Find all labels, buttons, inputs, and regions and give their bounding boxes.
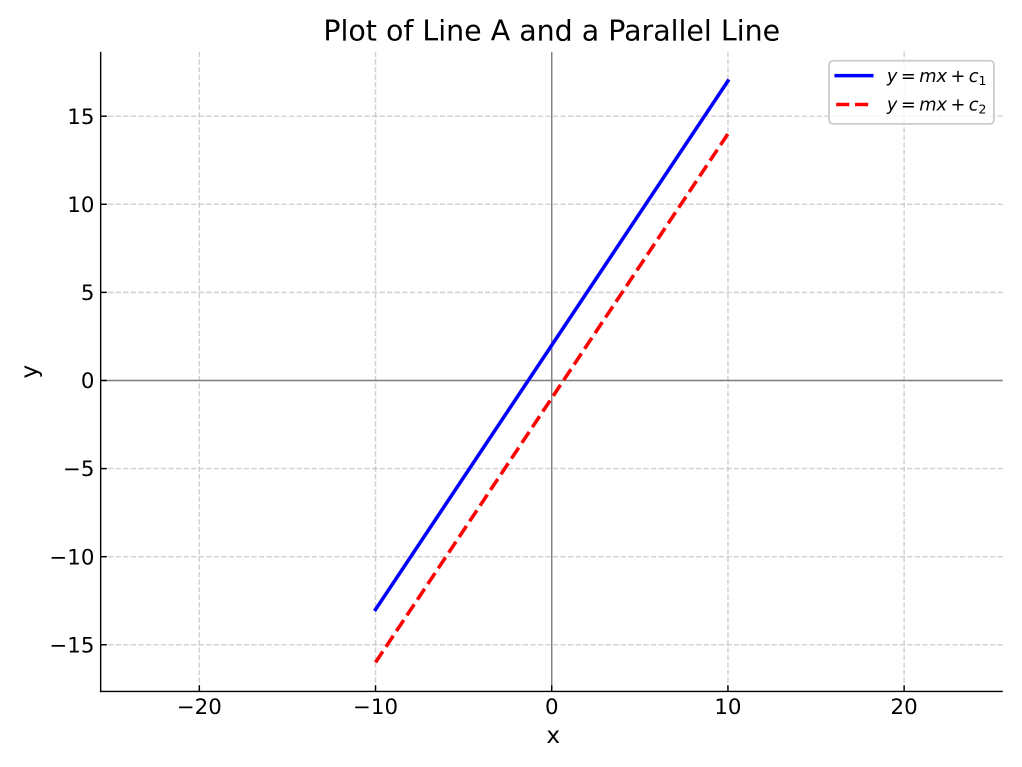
ytick-label-5: 5: [81, 281, 95, 306]
legend-glyph: x: [935, 96, 947, 116]
xtick-label-0: 0: [545, 695, 559, 720]
line-series-a: [373, 78, 731, 613]
ticks: [100, 115, 905, 692]
ytick-label--10: −10: [49, 545, 94, 570]
chart-title: Plot of Line A and a Parallel Line: [323, 15, 780, 48]
legend-glyph: +: [950, 96, 965, 116]
legend-glyph: =: [901, 96, 916, 116]
ytick-label-10: 10: [67, 193, 94, 218]
ytick-label-15: 15: [67, 105, 94, 130]
xtick-label--10: −10: [353, 695, 398, 720]
legend-glyph: c: [969, 96, 979, 116]
ytick-label--15: −15: [49, 633, 94, 658]
x-axis-label: x: [546, 723, 560, 749]
legend-subscript: 2: [979, 102, 987, 117]
legend-glyph: +: [950, 67, 965, 87]
xtick-label-10: 10: [714, 695, 741, 720]
legend-subscript: 1: [979, 73, 987, 88]
legend-glyph: x: [935, 67, 947, 87]
legend-glyph: =: [901, 67, 916, 87]
ytick-label-0: 0: [81, 369, 95, 394]
xtick-label-20: 20: [891, 695, 918, 720]
legend: y = mx + c1y = mx + c2: [828, 59, 995, 125]
y-axis-label: y: [17, 365, 43, 379]
ytick-label--5: −5: [63, 457, 94, 482]
legend-glyph: m: [919, 96, 936, 116]
legend-glyph: y: [886, 67, 898, 87]
legend-glyph: c: [969, 67, 979, 87]
legend-glyph: y: [886, 96, 898, 116]
line-series-parallel: [374, 132, 730, 664]
xtick-label--20: −20: [177, 695, 222, 720]
legend-label-2: y = mx + c2: [886, 96, 987, 117]
legend-glyph: m: [919, 67, 936, 87]
legend-label-1: y = mx + c1: [886, 67, 987, 88]
